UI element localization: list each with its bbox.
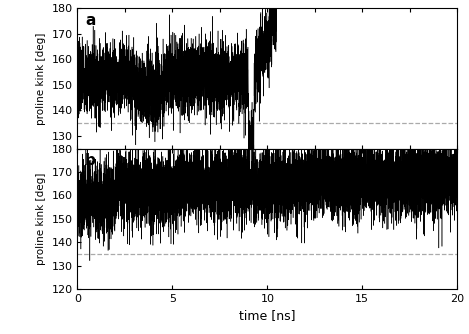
- Text: b: b: [85, 153, 96, 168]
- X-axis label: time [ns]: time [ns]: [239, 309, 295, 322]
- Y-axis label: proline kink [deg]: proline kink [deg]: [36, 32, 46, 125]
- Text: a: a: [85, 13, 95, 28]
- Y-axis label: proline kink [deg]: proline kink [deg]: [36, 173, 46, 265]
